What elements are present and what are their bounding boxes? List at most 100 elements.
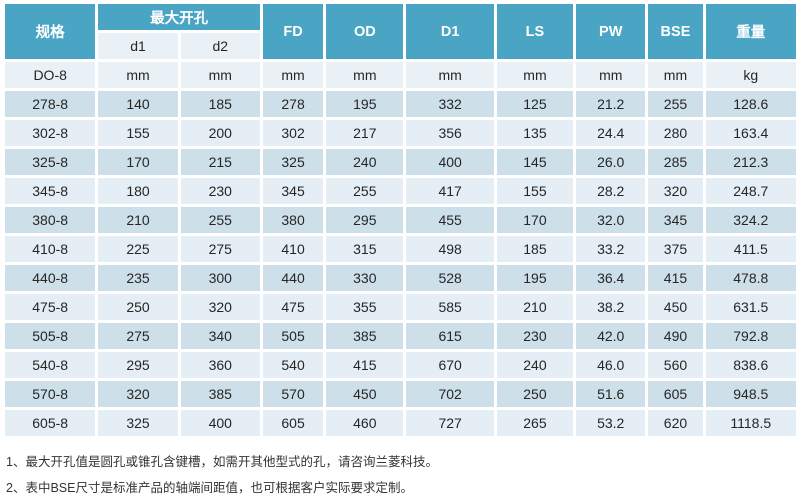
value-cell: 210 xyxy=(496,294,574,320)
value-cell: 332 xyxy=(406,91,494,117)
value-cell: 145 xyxy=(496,149,574,175)
value-cell: 217 xyxy=(326,120,404,146)
value-cell: 230 xyxy=(496,323,574,349)
units-cell: mm xyxy=(326,62,404,88)
value-cell: 727 xyxy=(406,410,494,436)
table-row: 410-8 225 275 410 315 498 185 33.2 375 411.5 xyxy=(5,236,796,262)
value-cell: 450 xyxy=(648,294,703,320)
value-cell: 215 xyxy=(180,149,260,175)
col-header-ls: LS xyxy=(496,4,574,59)
value-cell: 355 xyxy=(326,294,404,320)
value-cell: 315 xyxy=(326,236,404,262)
units-cell: mm xyxy=(576,62,646,88)
header-row-sub: d1 d2 xyxy=(5,33,796,59)
value-cell: 792.8 xyxy=(705,323,796,349)
value-cell: 415 xyxy=(326,352,404,378)
value-cell: 605 xyxy=(262,410,324,436)
value-cell: 325 xyxy=(98,410,178,436)
value-cell: 320 xyxy=(180,294,260,320)
value-cell: 478.8 xyxy=(705,265,796,291)
value-cell: 212.3 xyxy=(705,149,796,175)
value-cell: 36.4 xyxy=(576,265,646,291)
value-cell: 320 xyxy=(98,381,178,407)
units-cell: mm xyxy=(406,62,494,88)
value-cell: 400 xyxy=(406,149,494,175)
spec-cell: 410-8 xyxy=(5,236,96,262)
value-cell: 250 xyxy=(98,294,178,320)
table-header: 规格 最大开孔 FD OD D1 LS PW BSE 重量 d1 d2 xyxy=(5,4,796,59)
value-cell: 140 xyxy=(98,91,178,117)
value-cell: 170 xyxy=(496,207,574,233)
value-cell: 170 xyxy=(98,149,178,175)
value-cell: 275 xyxy=(180,236,260,262)
table-row: 540-8 295 360 540 415 670 240 46.0 560 838.6 xyxy=(5,352,796,378)
value-cell: 345 xyxy=(262,178,324,204)
value-cell: 498 xyxy=(406,236,494,262)
units-cell: DO-8 xyxy=(5,62,96,88)
value-cell: 51.6 xyxy=(576,381,646,407)
value-cell: 1118.5 xyxy=(705,410,796,436)
col-header-weight: 重量 xyxy=(705,4,796,59)
table-row: 570-8 320 385 570 450 702 250 51.6 605 948.5 xyxy=(5,381,796,407)
value-cell: 450 xyxy=(326,381,404,407)
value-cell: 615 xyxy=(406,323,494,349)
value-cell: 26.0 xyxy=(576,149,646,175)
value-cell: 400 xyxy=(180,410,260,436)
table-row: 302-8 155 200 302 217 356 135 24.4 280 163.4 xyxy=(5,120,796,146)
value-cell: 42.0 xyxy=(576,323,646,349)
value-cell: 240 xyxy=(496,352,574,378)
value-cell: 155 xyxy=(496,178,574,204)
value-cell: 411.5 xyxy=(705,236,796,262)
value-cell: 356 xyxy=(406,120,494,146)
value-cell: 417 xyxy=(406,178,494,204)
value-cell: 360 xyxy=(180,352,260,378)
value-cell: 631.5 xyxy=(705,294,796,320)
spec-cell: 325-8 xyxy=(5,149,96,175)
value-cell: 375 xyxy=(648,236,703,262)
value-cell: 255 xyxy=(648,91,703,117)
value-cell: 415 xyxy=(648,265,703,291)
value-cell: 838.6 xyxy=(705,352,796,378)
value-cell: 528 xyxy=(406,265,494,291)
table-row: 440-8 235 300 440 330 528 195 36.4 415 478.8 xyxy=(5,265,796,291)
table-row: 475-8 250 320 475 355 585 210 38.2 450 631.5 xyxy=(5,294,796,320)
value-cell: 302 xyxy=(262,120,324,146)
value-cell: 248.7 xyxy=(705,178,796,204)
value-cell: 385 xyxy=(326,323,404,349)
table-row: 505-8 275 340 505 385 615 230 42.0 490 792.8 xyxy=(5,323,796,349)
value-cell: 505 xyxy=(262,323,324,349)
value-cell: 24.4 xyxy=(576,120,646,146)
value-cell: 38.2 xyxy=(576,294,646,320)
spec-cell: 380-8 xyxy=(5,207,96,233)
value-cell: 180 xyxy=(98,178,178,204)
value-cell: 275 xyxy=(98,323,178,349)
value-cell: 460 xyxy=(326,410,404,436)
value-cell: 330 xyxy=(326,265,404,291)
value-cell: 185 xyxy=(180,91,260,117)
value-cell: 46.0 xyxy=(576,352,646,378)
value-cell: 490 xyxy=(648,323,703,349)
header-row-top: 规格 最大开孔 FD OD D1 LS PW BSE 重量 xyxy=(5,4,796,59)
value-cell: 195 xyxy=(496,265,574,291)
value-cell: 128.6 xyxy=(705,91,796,117)
spec-cell: 345-8 xyxy=(5,178,96,204)
value-cell: 440 xyxy=(262,265,324,291)
value-cell: 320 xyxy=(648,178,703,204)
col-header-max-opening: 最大开孔 xyxy=(98,4,260,30)
value-cell: 155 xyxy=(98,120,178,146)
value-cell: 475 xyxy=(262,294,324,320)
col-subheader-d2: d2 xyxy=(180,33,260,59)
value-cell: 280 xyxy=(648,120,703,146)
value-cell: 540 xyxy=(262,352,324,378)
table-row: 605-8 325 400 605 460 727 265 53.2 620 1118.5 xyxy=(5,410,796,436)
table-body: DO-8 mm mm mm mm mm mm mm mm kg 278-8 140… xyxy=(5,62,796,436)
value-cell: 32.0 xyxy=(576,207,646,233)
value-cell: 21.2 xyxy=(576,91,646,117)
value-cell: 278 xyxy=(262,91,324,117)
col-header-bse: BSE xyxy=(648,4,703,59)
value-cell: 948.5 xyxy=(705,381,796,407)
col-header-od: OD xyxy=(326,4,404,59)
value-cell: 230 xyxy=(180,178,260,204)
value-cell: 410 xyxy=(262,236,324,262)
value-cell: 380 xyxy=(262,207,324,233)
